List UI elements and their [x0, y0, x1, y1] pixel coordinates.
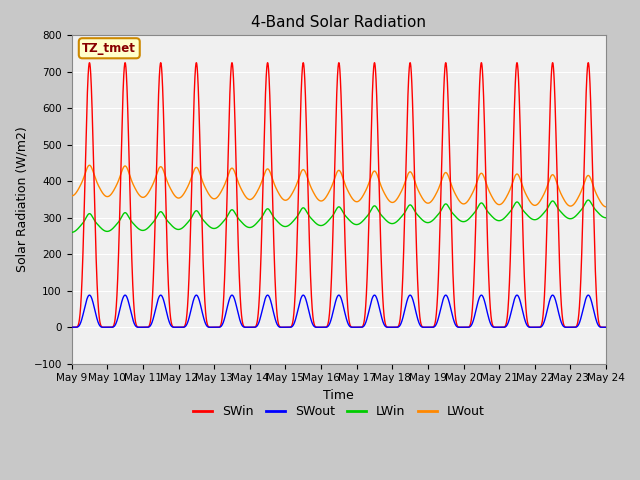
X-axis label: Time: Time	[323, 389, 354, 402]
Text: TZ_tmet: TZ_tmet	[83, 42, 136, 55]
Y-axis label: Solar Radiation (W/m2): Solar Radiation (W/m2)	[15, 127, 28, 273]
Title: 4-Band Solar Radiation: 4-Band Solar Radiation	[252, 15, 426, 30]
Legend: SWin, SWout, LWin, LWout: SWin, SWout, LWin, LWout	[188, 400, 490, 423]
